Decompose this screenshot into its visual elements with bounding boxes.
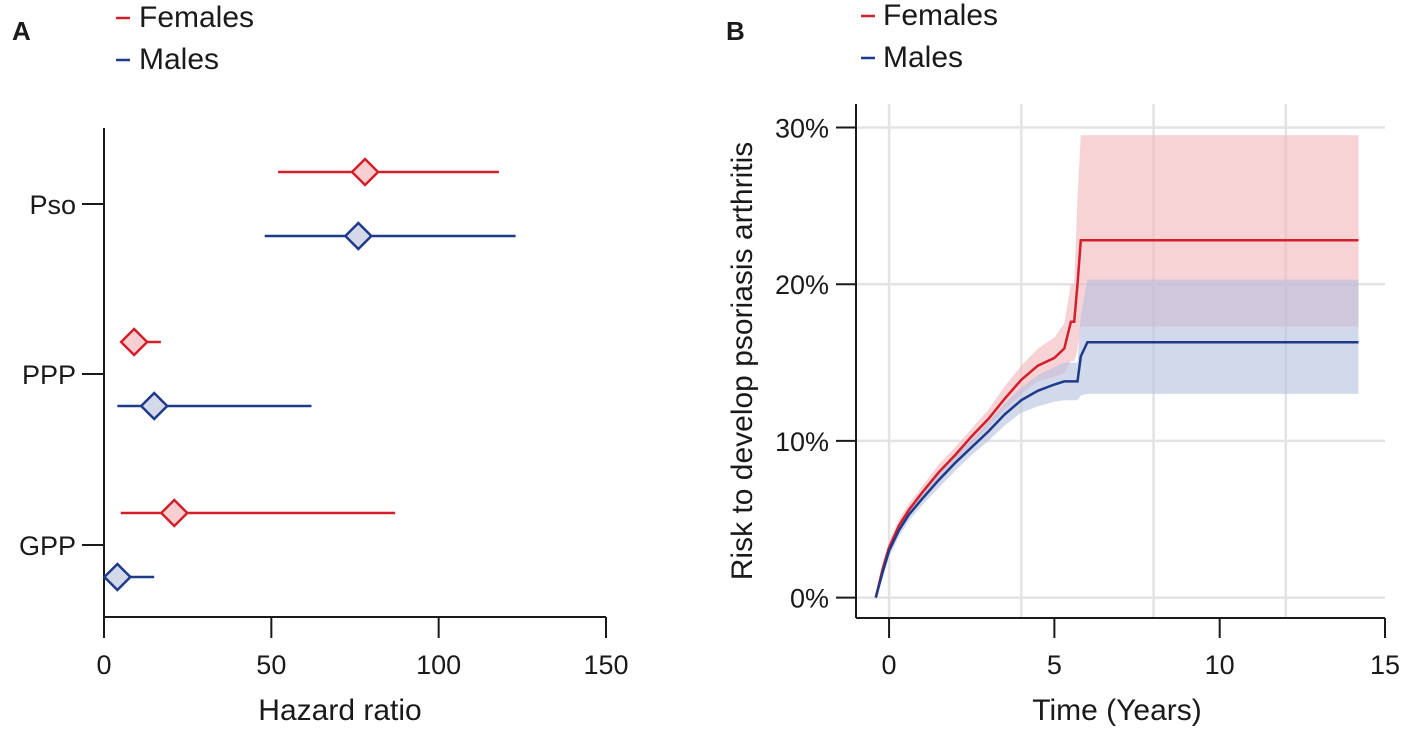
y-tick-label: Pso [29, 190, 76, 220]
x-tick-label: 0 [96, 650, 111, 680]
forest-marks [102, 157, 516, 592]
x-axis-ticks: 0 50 100 150 [96, 617, 629, 680]
y-tick-label: PPP [22, 360, 76, 390]
legend-females-label: Females [883, 0, 998, 32]
x-tick-label: 50 [256, 650, 286, 680]
estimate-marker-females-gpp [159, 498, 190, 528]
ci-band-females [875, 135, 1359, 598]
y-tick-label: 20% [775, 270, 829, 300]
x-tick-label: 15 [1370, 650, 1400, 680]
panel-a: A Females Males Pso PPP GPP 0 50 100 150 Haza… [12, 1, 629, 727]
x-axis-ticks: 0 5 10 15 [882, 618, 1400, 680]
panel-a-label: A [12, 16, 31, 46]
x-tick-label: 0 [882, 650, 897, 680]
x-axis-title: Hazard ratio [258, 694, 421, 727]
y-tick-label: 10% [775, 427, 829, 457]
x-tick-label: 5 [1047, 650, 1062, 680]
confidence-bands [875, 135, 1359, 598]
estimate-marker-males-gpp [102, 562, 133, 592]
y-tick-label: 30% [775, 114, 829, 144]
estimate-marker-females-ppp [119, 327, 149, 357]
estimate-marker-males-pso [343, 221, 374, 251]
legend-males-label: Males [139, 43, 219, 76]
panel-b: B Females Males 0% 10% 20% 30% 0 5 10 15 Time … [726, 0, 1400, 727]
x-axis-title: Time (Years) [1032, 694, 1201, 727]
risk-line-females [874, 239, 1359, 598]
ci-band-males [875, 279, 1359, 598]
panel-a-legend: Females Males [116, 1, 254, 76]
legend-females-label: Females [139, 1, 254, 34]
x-tick-label: 10 [1205, 650, 1235, 680]
risk-line-males [874, 340, 1359, 598]
x-tick-label: 100 [416, 650, 461, 680]
panel-b-legend: Females Males [861, 0, 998, 74]
legend-males-label: Males [883, 41, 963, 74]
y-axis-ticks: Pso PPP GPP [19, 190, 104, 561]
risk-curves [874, 239, 1359, 598]
x-tick-label: 150 [583, 650, 628, 680]
estimate-marker-males-ppp [139, 391, 169, 421]
estimate-marker-females-pso [350, 157, 380, 187]
panel-b-label: B [726, 16, 745, 46]
y-tick-label: GPP [19, 531, 76, 561]
y-axis-title: Risk to develop psoriasis arthritis [726, 142, 759, 581]
y-tick-label: 0% [790, 584, 829, 614]
y-axis-ticks: 0% 10% 20% 30% [775, 114, 856, 614]
